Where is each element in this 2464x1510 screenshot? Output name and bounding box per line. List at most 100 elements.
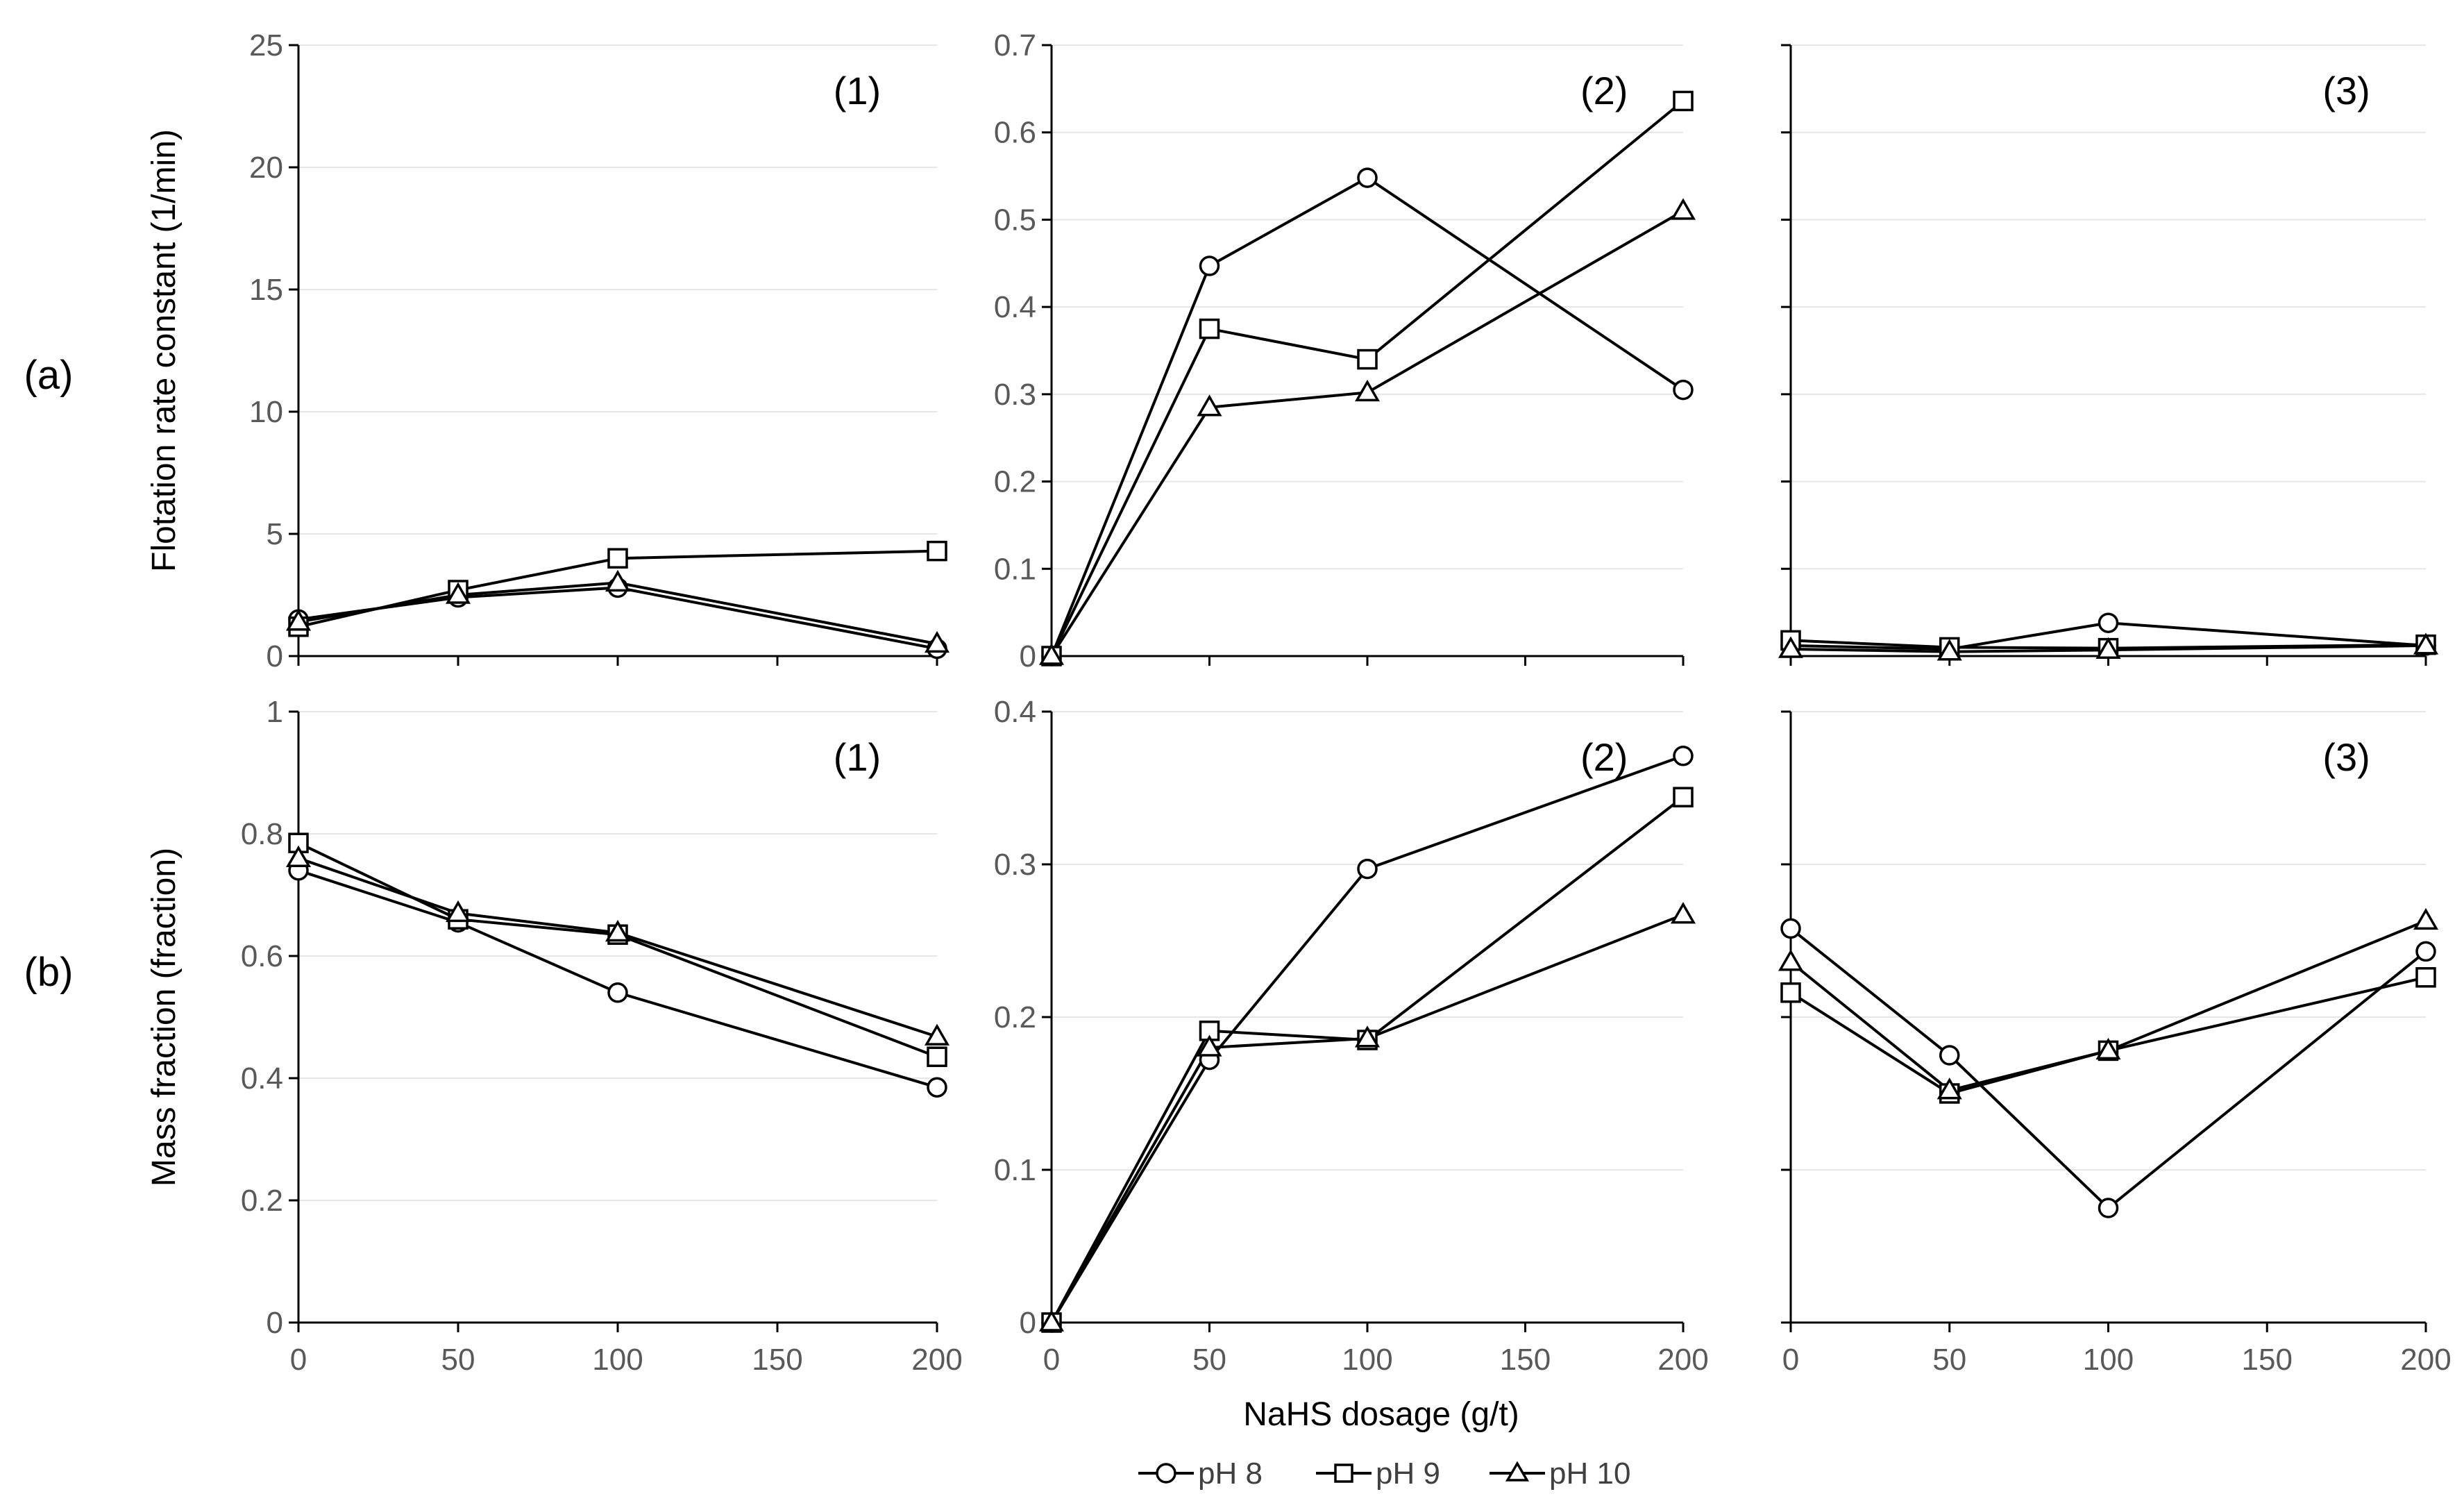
- y-tick-label: 25: [249, 28, 283, 62]
- y-tick-label: 0.5: [994, 203, 1036, 237]
- x-tick-label: 150: [1500, 1343, 1551, 1377]
- row-label-b: (b): [24, 950, 74, 995]
- row-label-a: (a): [24, 353, 74, 398]
- panel-label: (1): [834, 735, 881, 779]
- panel-label: (3): [2322, 69, 2370, 112]
- y-tick-label: 10: [249, 395, 283, 429]
- series-line-ph9: [1789, 975, 2427, 1096]
- data-point-ph8: [607, 982, 628, 1003]
- x-tick-label: 0: [1043, 1343, 1060, 1377]
- x-tick-label: 50: [1192, 1343, 1226, 1377]
- data-point-ph9: [1199, 318, 1220, 339]
- y-tick-label: 0: [267, 639, 283, 673]
- series-line-ph9: [298, 841, 938, 1059]
- x-tick-label: 100: [2083, 1343, 2134, 1377]
- panel-label: (2): [1580, 735, 1628, 779]
- y-tick-label: 0.7: [994, 28, 1036, 62]
- data-point-ph10: [445, 582, 471, 604]
- y-tick-label: 0.2: [994, 465, 1036, 499]
- y-tick-label: 0.4: [994, 290, 1036, 324]
- data-point-ph9: [927, 1046, 947, 1067]
- data-point-ph8: [1780, 918, 1801, 939]
- x-axis-title: NaHS dosage (g/t): [1243, 1396, 1519, 1433]
- series-line-ph8: [298, 869, 938, 1089]
- panel-label: (2): [1580, 69, 1628, 112]
- x-tick-label: 50: [1932, 1343, 1966, 1377]
- data-point-ph8: [1199, 255, 1220, 276]
- series-line-ph10: [1790, 644, 2427, 653]
- data-point-ph10: [1670, 198, 1696, 220]
- data-point-ph10: [1197, 394, 1222, 417]
- data-point-ph10: [605, 569, 631, 592]
- data-point-ph10: [2095, 1037, 2121, 1060]
- series-line-ph8: [1790, 621, 2427, 651]
- y-tick-label: 0.3: [994, 378, 1036, 412]
- data-point-ph10: [1038, 1309, 1065, 1332]
- panel-a3: (3): [1778, 44, 2439, 666]
- legend-square-marker: [1334, 1463, 1353, 1483]
- x-tick-label: 0: [290, 1343, 307, 1377]
- panel-b3: 0 50 100 150 200 (3): [1778, 710, 2452, 1377]
- legend-item-ph10: pH 10: [1490, 1457, 1630, 1491]
- legend-label-ph8: pH 8: [1198, 1457, 1263, 1491]
- data-point-ph10: [1038, 643, 1065, 665]
- x-tick-label: 100: [1342, 1343, 1392, 1377]
- data-point-ph8: [1673, 746, 1694, 766]
- x-tick-label: 150: [752, 1343, 802, 1377]
- series-line-ph8: [1050, 176, 1685, 657]
- y-tick-label: 1: [267, 695, 283, 729]
- data-point-ph8: [1939, 1045, 1960, 1066]
- data-point-ph8: [2098, 612, 2119, 633]
- legend-circle-marker: [1156, 1463, 1176, 1484]
- panel-b2: 0 0.1 0.2 0.3 0.4 0 50 100 150 200 (2): [994, 695, 1709, 1377]
- series-line-ph9: [1050, 796, 1685, 1323]
- data-point-ph8: [2415, 941, 2436, 962]
- series-line-ph10: [298, 857, 938, 1039]
- data-point-ph9: [607, 548, 628, 569]
- series-line-ph10: [298, 581, 938, 646]
- data-point-ph8: [1357, 858, 1378, 880]
- y-tick-label: 20: [249, 151, 283, 185]
- series-line-ph10: [1050, 210, 1684, 657]
- y-tick-label: 0.6: [994, 116, 1036, 150]
- x-tick-label: 0: [1782, 1343, 1799, 1377]
- panel-a2: 0 0.1 0.2 0.3 0.4 0.5 0.6 0.7 (2): [994, 28, 1696, 673]
- y-tick-label: 5: [267, 517, 283, 551]
- data-point-ph10: [445, 900, 471, 923]
- data-point-ph10: [1936, 639, 1962, 661]
- legend-label-ph9: pH 9: [1376, 1457, 1440, 1491]
- data-point-ph8: [927, 1077, 947, 1098]
- y-tick-label: 0.1: [994, 1153, 1036, 1187]
- x-tick-label: 100: [592, 1343, 643, 1377]
- data-point-ph10: [924, 1023, 950, 1046]
- data-point-ph10: [924, 630, 950, 653]
- x-tick-label: 50: [441, 1343, 475, 1377]
- y-tick-label: 0.2: [994, 1000, 1036, 1034]
- legend-item-ph8: pH 8: [1138, 1457, 1263, 1491]
- legend-triangle-marker: [1505, 1461, 1530, 1482]
- x-tick-label: 200: [911, 1343, 962, 1377]
- data-point-ph10: [1354, 379, 1381, 402]
- y-tick-label: 0.4: [994, 695, 1036, 729]
- data-point-ph10: [285, 845, 312, 867]
- x-tick-label: 200: [1657, 1343, 1708, 1377]
- data-point-ph10: [605, 920, 631, 942]
- data-point-ph9: [1780, 982, 1801, 1003]
- x-tick-label: 200: [2400, 1343, 2451, 1377]
- series-line-ph10: [1789, 919, 2427, 1092]
- panel-a1: 0 5 10 15 20 25 (1) Flotation rate constant (1/…: [146, 28, 950, 673]
- data-point-ph9: [927, 540, 947, 562]
- y-tick-label: 0.8: [241, 817, 283, 851]
- panel-label: (1): [834, 69, 881, 112]
- series-line-ph9: [1050, 99, 1685, 657]
- x-tick-label: 150: [2242, 1343, 2293, 1377]
- data-point-ph10: [1936, 1077, 1962, 1100]
- legend: pH 8 pH 9 pH 10: [1138, 1457, 1630, 1491]
- y-tick-label: 15: [249, 273, 283, 307]
- panel-b1: 0 0.2 0.4 0.6 0.8 1 0 50 100 150 200 (1) Mass fracti…: [146, 695, 963, 1377]
- panel-label: (3): [2322, 735, 2370, 779]
- legend-label-ph10: pH 10: [1549, 1457, 1630, 1491]
- y-axis-title: Mass fraction (fraction): [146, 848, 183, 1186]
